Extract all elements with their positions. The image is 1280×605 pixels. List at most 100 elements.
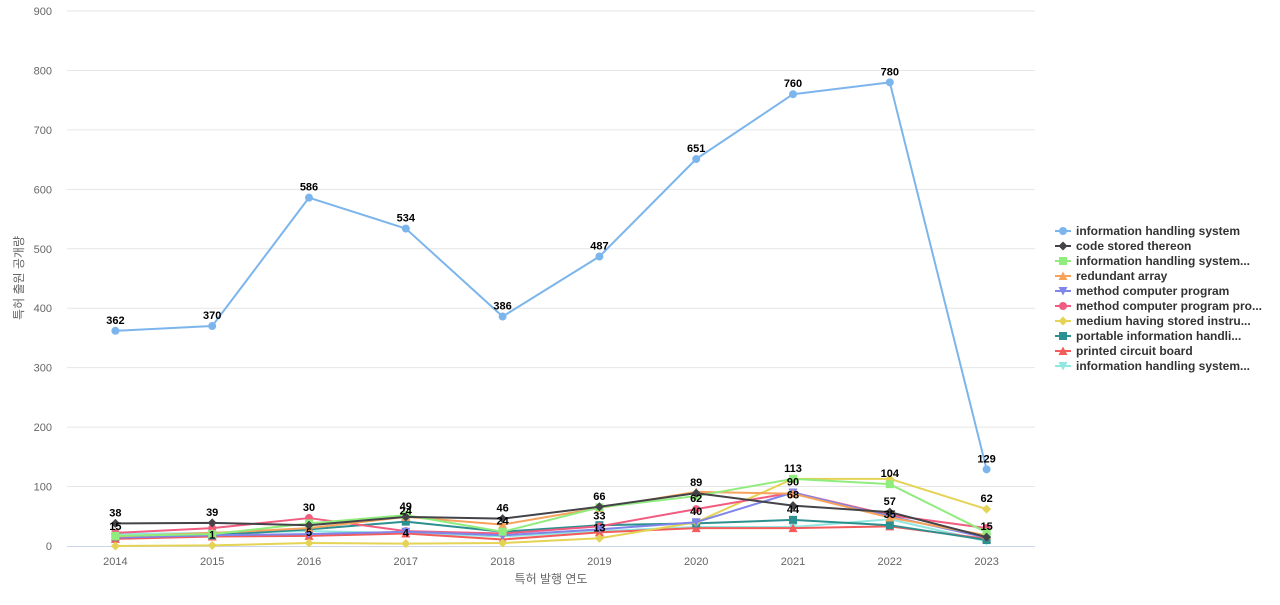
data-point[interactable]: [691, 518, 701, 527]
data-label: 113: [784, 463, 802, 475]
data-point[interactable]: [401, 517, 410, 526]
data-label: 89: [690, 477, 702, 489]
legend-label: method computer program: [1076, 284, 1229, 298]
legend-marker[interactable]: [1059, 257, 1067, 265]
data-point[interactable]: [692, 505, 701, 514]
legend-item[interactable]: information handling system: [1055, 224, 1240, 238]
data-point[interactable]: [401, 527, 411, 537]
data-point[interactable]: [111, 326, 120, 335]
data-point[interactable]: [498, 514, 508, 524]
data-point[interactable]: [401, 539, 411, 549]
data-label: 62: [980, 493, 992, 505]
legend-item[interactable]: printed circuit board: [1055, 344, 1193, 358]
legend-marker[interactable]: [1059, 332, 1067, 340]
data-point[interactable]: [594, 533, 604, 543]
data-point[interactable]: [885, 507, 895, 517]
legend-marker[interactable]: [1058, 287, 1068, 296]
data-point[interactable]: [788, 501, 798, 511]
data-point[interactable]: [304, 538, 314, 548]
data-point[interactable]: [110, 541, 120, 551]
data-point[interactable]: [401, 512, 411, 522]
legend-label: information handling system...: [1076, 359, 1250, 373]
x-tick-label: 2014: [103, 556, 127, 568]
y-tick-label: 500: [34, 244, 52, 256]
legend-item[interactable]: method computer program: [1055, 284, 1229, 298]
legend-marker[interactable]: [1058, 346, 1068, 356]
data-label: 370: [203, 310, 221, 322]
data-point[interactable]: [207, 540, 217, 550]
data-point[interactable]: [692, 155, 701, 164]
y-tick-label: 400: [34, 303, 52, 315]
legend-item[interactable]: medium having stored instru...: [1055, 314, 1251, 328]
x-tick-label: 2019: [587, 556, 611, 568]
data-point[interactable]: [595, 252, 604, 261]
data-point[interactable]: [498, 538, 508, 548]
data-point[interactable]: [111, 531, 120, 540]
data-label: 386: [493, 301, 511, 313]
legend-marker[interactable]: [1059, 227, 1067, 235]
data-point[interactable]: [208, 530, 217, 539]
data-label: 129: [977, 453, 995, 465]
data-point[interactable]: [110, 518, 120, 528]
data-label: 760: [784, 78, 802, 90]
legend-marker[interactable]: [1059, 302, 1067, 310]
y-tick-label: 700: [34, 125, 52, 137]
data-point[interactable]: [304, 530, 314, 539]
data-point[interactable]: [401, 224, 410, 233]
data-point[interactable]: [885, 521, 894, 530]
data-point[interactable]: [498, 527, 507, 536]
data-point[interactable]: [885, 78, 894, 87]
legend-item[interactable]: portable information handli...: [1055, 329, 1241, 343]
legend-marker[interactable]: [1058, 316, 1068, 326]
data-label: 24: [496, 516, 509, 528]
y-tick-label: 0: [46, 541, 52, 553]
data-point[interactable]: [305, 193, 313, 202]
legend-item[interactable]: redundant array: [1055, 269, 1168, 283]
legend-marker[interactable]: [1058, 241, 1068, 251]
data-point[interactable]: [789, 474, 797, 483]
data-label: 4: [403, 528, 410, 540]
data-point[interactable]: [885, 512, 895, 522]
data-point[interactable]: [788, 523, 798, 533]
data-label: 780: [881, 66, 899, 78]
data-label: 39: [206, 507, 218, 519]
data-label: 534: [397, 213, 416, 225]
data-point[interactable]: [691, 488, 701, 498]
data-label: 5: [306, 527, 312, 539]
series-line: [115, 490, 987, 538]
data-point[interactable]: [982, 504, 992, 514]
legend-marker[interactable]: [1058, 362, 1068, 371]
legend-item[interactable]: information handling system...: [1055, 254, 1250, 268]
data-label: 362: [106, 315, 124, 327]
legend-item[interactable]: information handling system...: [1055, 359, 1250, 373]
series-line: [115, 477, 988, 537]
data-point[interactable]: [789, 515, 797, 524]
legend-item[interactable]: code stored thereon: [1055, 239, 1191, 253]
y-tick-label: 900: [34, 6, 52, 18]
data-point[interactable]: [789, 90, 797, 99]
data-label: 651: [687, 143, 705, 155]
data-point[interactable]: [982, 465, 991, 474]
legend-item[interactable]: method computer program pro...: [1055, 299, 1262, 313]
data-point[interactable]: [304, 520, 314, 530]
legend-marker[interactable]: [1058, 271, 1068, 281]
x-tick-label: 2022: [878, 556, 902, 568]
data-point[interactable]: [788, 489, 798, 498]
series-line: [115, 491, 987, 539]
data-point[interactable]: [207, 518, 217, 528]
data-point[interactable]: [691, 523, 701, 533]
y-tick-label: 300: [34, 363, 52, 375]
data-point[interactable]: [498, 312, 507, 321]
data-point[interactable]: [982, 532, 992, 542]
data-label: 40: [690, 506, 702, 518]
y-axis-ticks: 0 100 200 300 400 500 600 700 800 900: [34, 6, 52, 553]
data-point[interactable]: [594, 502, 604, 512]
data-point[interactable]: [594, 525, 604, 534]
data-point[interactable]: [982, 528, 991, 537]
data-point[interactable]: [498, 520, 508, 529]
data-point[interactable]: [885, 480, 894, 489]
data-point[interactable]: [208, 322, 217, 331]
